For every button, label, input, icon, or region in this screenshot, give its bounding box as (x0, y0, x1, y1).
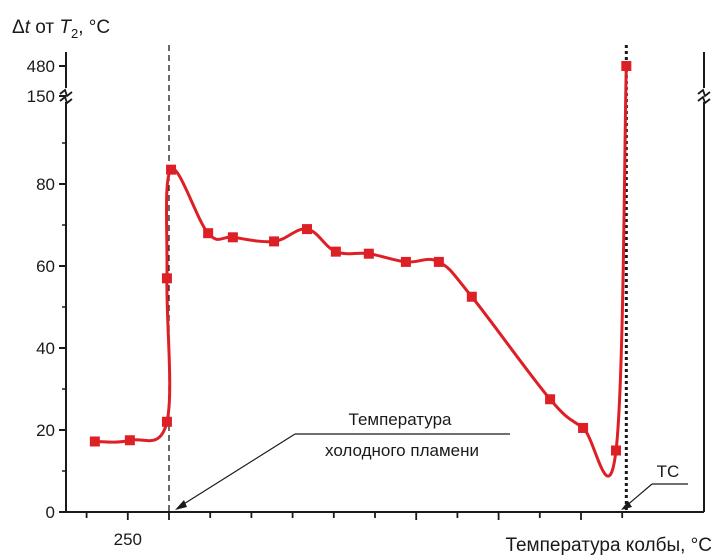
cold-flame-label-line1: Температура (349, 410, 453, 429)
axis-break-left (59, 88, 73, 105)
data-point-11 (400, 256, 411, 267)
y-title-unit: , °C (78, 17, 110, 38)
data-point-2 (161, 416, 172, 427)
data-point-9 (330, 246, 341, 257)
data-point-17 (621, 61, 632, 71)
y-tick-label-150: 150 (27, 87, 55, 106)
y-title-mid: от (30, 17, 59, 38)
tc-leader (624, 483, 653, 508)
y-ticks: 0 20 40 60 80 150 480 (27, 57, 66, 522)
x-tick-label-250: 250 (114, 530, 142, 549)
axis-break-right (697, 88, 711, 105)
y-title-var: t (25, 17, 31, 38)
data-point-12 (433, 256, 444, 267)
cold-flame-annotation: Температура холодного пламени (175, 410, 510, 510)
y-tick-label-40: 40 (36, 339, 55, 358)
tc-arrowhead (621, 501, 632, 510)
y-tick-label-60: 60 (36, 257, 55, 276)
data-point-0 (89, 436, 100, 447)
data-point-10 (363, 248, 374, 259)
cold-flame-leader (178, 433, 296, 508)
tc-annotation: ТС (621, 462, 688, 510)
data-point-6 (227, 232, 238, 243)
data-point-3 (161, 273, 172, 284)
series-markers (89, 61, 632, 456)
x-axis-title: Температура колбы, °C (505, 535, 712, 556)
y-tick-label-20: 20 (36, 421, 55, 440)
y-tick-label-80: 80 (36, 175, 55, 194)
data-point-15 (578, 422, 589, 433)
data-point-4 (166, 164, 177, 175)
data-point-7 (269, 236, 280, 247)
y-title-sub: 2 (71, 26, 78, 41)
y-title-temp: T (59, 17, 72, 38)
data-point-1 (124, 435, 135, 446)
y-axis-title: Δt от T2, °C (12, 17, 110, 41)
cold-flame-label-line2: холодного пламени (325, 441, 479, 460)
data-point-5 (203, 228, 214, 239)
tc-label: ТС (657, 462, 680, 481)
data-point-14 (545, 394, 556, 405)
data-point-13 (466, 291, 477, 302)
data-point-16 (611, 445, 622, 456)
cold-flame-arrowhead (175, 500, 187, 510)
y-tick-label-0: 0 (46, 503, 55, 522)
y-tick-label-480: 480 (27, 57, 55, 76)
data-point-8 (302, 224, 313, 235)
x-ticks: 250 (85, 512, 624, 549)
y-title-delta: Δ (12, 17, 25, 38)
